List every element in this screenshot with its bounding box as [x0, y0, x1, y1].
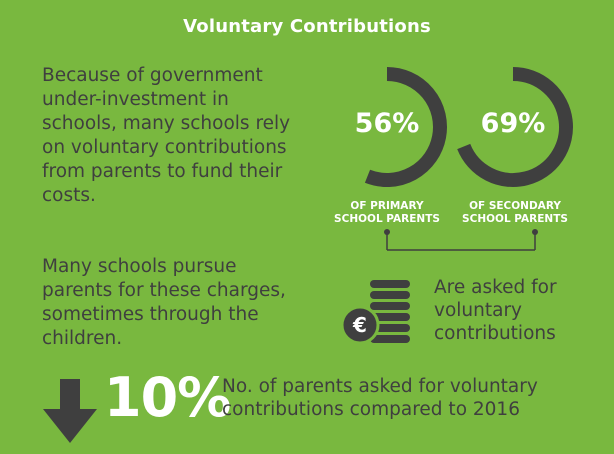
secondary-ring-arc	[457, 67, 573, 187]
secondary-caption-line2: SCHOOL PARENTS	[462, 213, 568, 225]
down-arrow-icon	[43, 379, 97, 443]
secondary-percentage: 69%	[480, 108, 546, 139]
change-percentage: 10%	[104, 366, 231, 429]
pursue-paragraph: Many schools pursue parents for these ch…	[42, 256, 286, 349]
euro-symbol: €	[352, 313, 367, 337]
asked-for-contributions-text: Are asked for voluntary contributions	[434, 277, 557, 344]
primary-ring-arc	[364, 67, 447, 187]
secondary-caption: OF SECONDARY SCHOOL PARENTS	[440, 200, 590, 226]
secondary-caption-line1: OF SECONDARY	[469, 200, 561, 212]
primary-caption-line2: SCHOOL PARENTS	[334, 213, 440, 225]
primary-caption-line1: OF PRIMARY	[350, 200, 424, 212]
secondary-ring-chart	[457, 67, 573, 187]
primary-percentage: 56%	[354, 108, 420, 139]
coin-stack-icon: €	[340, 280, 410, 345]
infographic-title: Voluntary Contributions	[183, 16, 431, 37]
primary-ring-chart	[364, 67, 447, 187]
primary-caption: OF PRIMARY SCHOOL PARENTS	[312, 200, 462, 226]
secondary-parents-ring: 69%	[452, 66, 574, 188]
change-description: No. of parents asked for voluntary contr…	[222, 376, 538, 420]
intro-paragraph: Because of government under-investment i…	[42, 65, 291, 206]
primary-parents-ring: 56%	[326, 66, 448, 188]
